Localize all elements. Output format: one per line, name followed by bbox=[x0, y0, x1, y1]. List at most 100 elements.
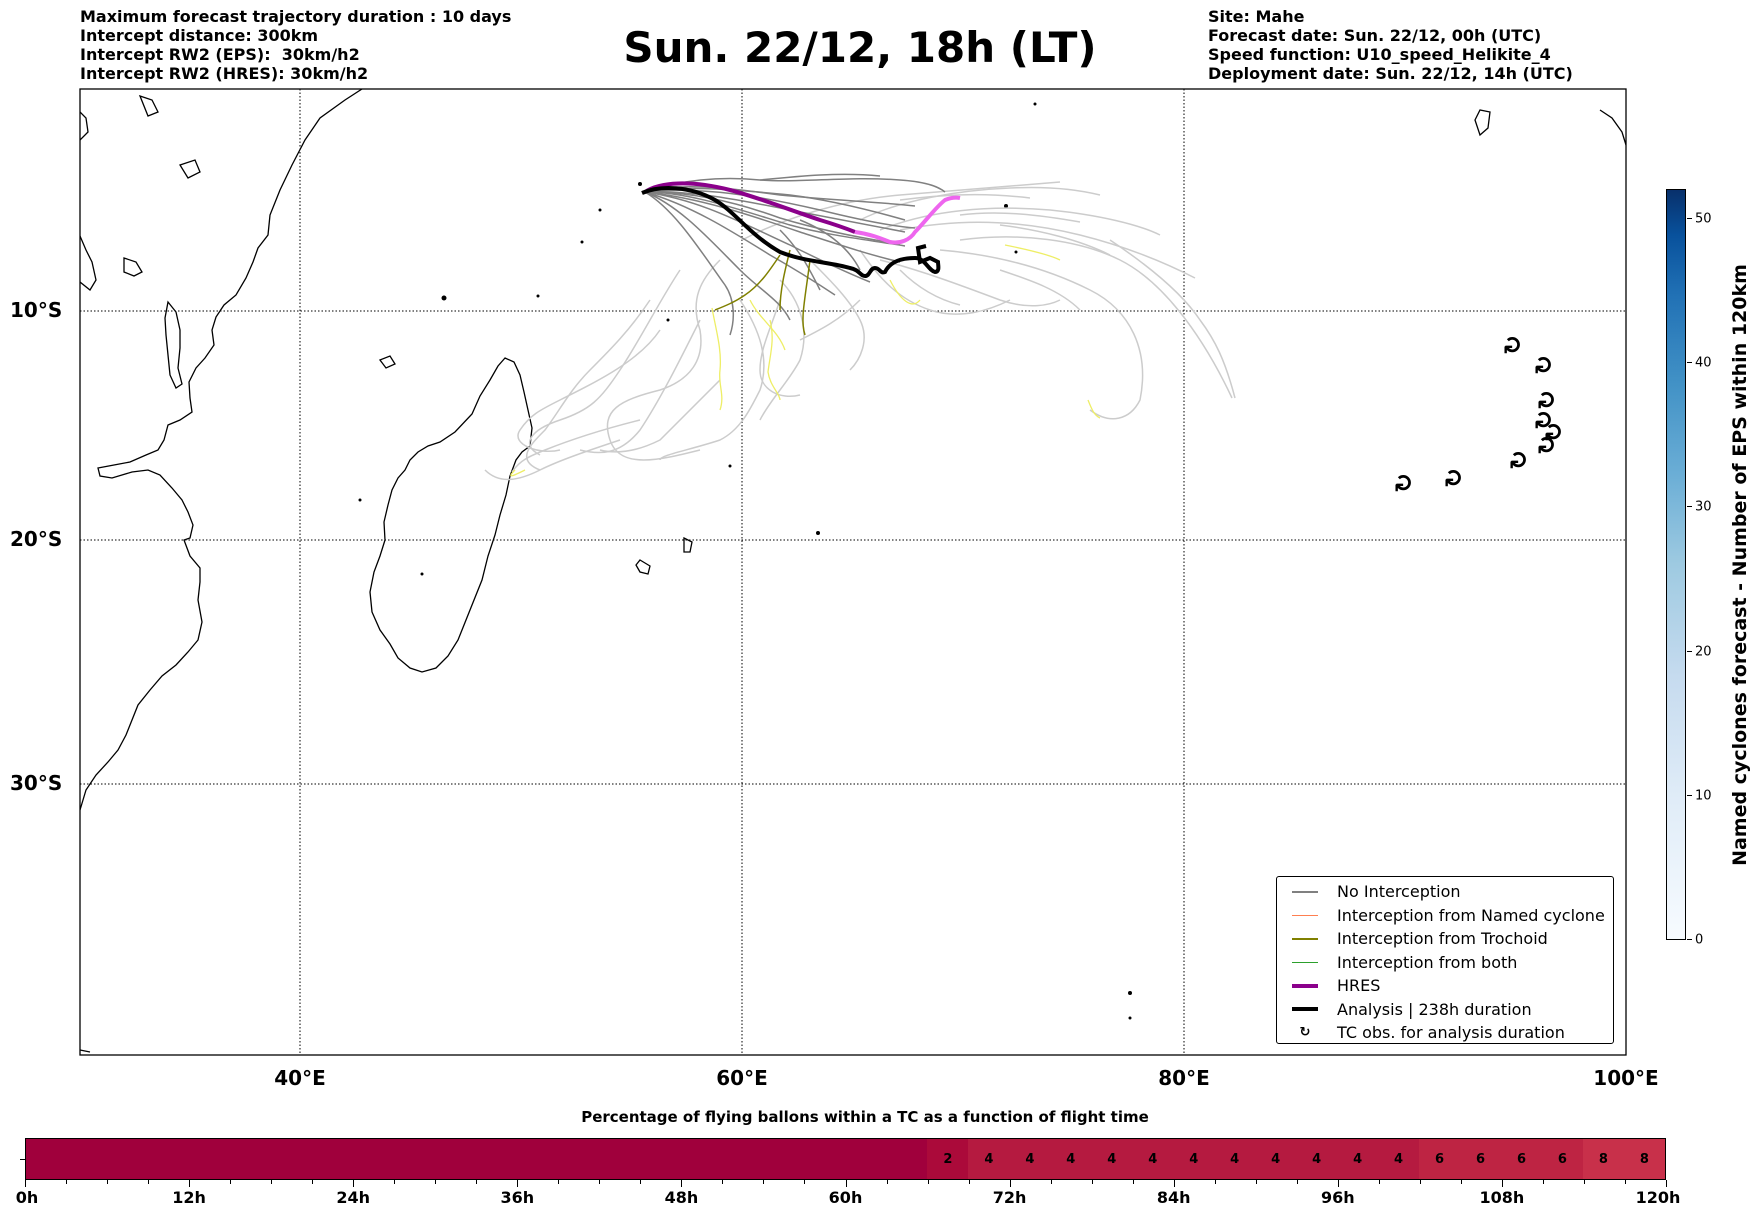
flight-time-tick bbox=[517, 1180, 519, 1187]
flight-time-tick bbox=[1583, 1180, 1585, 1184]
lon-label-40e: 40°E bbox=[274, 1066, 326, 1090]
flight-time-tick bbox=[1296, 1180, 1298, 1184]
typhoon-symbol-icon: ↻ bbox=[1505, 450, 1533, 470]
flight-time-cell: 4 bbox=[1173, 1139, 1215, 1179]
flight-time-tick bbox=[230, 1180, 232, 1184]
island-dots bbox=[358, 102, 1132, 1020]
madagascar-coastline bbox=[369, 357, 533, 673]
flight-time-tick bbox=[681, 1180, 683, 1187]
flight-time-cell: 4 bbox=[968, 1139, 1010, 1179]
flight-time-tick bbox=[1173, 1180, 1175, 1187]
flight-time-tick bbox=[886, 1180, 888, 1184]
flight-time-cell: 4 bbox=[1009, 1139, 1051, 1179]
colorbar-label: Named cyclones forecast - Number of EPS … bbox=[1729, 264, 1751, 866]
flight-time-cell: 4 bbox=[1214, 1139, 1256, 1179]
header-intercept-eps: Intercept RW2 (EPS): 30km/h2 bbox=[80, 45, 360, 64]
colorbar-tick: 10 bbox=[1695, 788, 1712, 804]
header-speed-function: Speed function: U10_speed_Helikite_4 bbox=[1208, 45, 1551, 64]
flight-time-tick-label: 12h bbox=[172, 1188, 206, 1207]
flight-time-cell: 2 bbox=[927, 1139, 969, 1179]
coastlines bbox=[80, 89, 1626, 1053]
flight-time-tick bbox=[1542, 1180, 1544, 1184]
flight-time-tick bbox=[476, 1180, 478, 1184]
flight-time-tick bbox=[1419, 1180, 1421, 1184]
flight-time-tick bbox=[107, 1180, 109, 1184]
flight-time-tick bbox=[558, 1180, 560, 1184]
colorbar-tick: 0 bbox=[1695, 932, 1704, 948]
lat-label-10s: 10°S bbox=[10, 298, 63, 322]
flight-time-cell: 4 bbox=[1378, 1139, 1420, 1179]
typhoon-symbol-icon: ↻ bbox=[1499, 335, 1527, 355]
lon-label-100e: 100°E bbox=[1593, 1066, 1659, 1090]
flight-time-tick bbox=[312, 1180, 314, 1184]
typhoon-symbol-icon: ↻ bbox=[1540, 422, 1568, 442]
flight-time-tick-label: 36h bbox=[500, 1188, 535, 1207]
flight-time-tick bbox=[804, 1180, 806, 1184]
flight-time-cell: 6 bbox=[1460, 1139, 1501, 1179]
flight-time-tick bbox=[927, 1180, 929, 1184]
colorbar-tick: 20 bbox=[1695, 644, 1712, 660]
flight-time-tick bbox=[1460, 1180, 1462, 1184]
flight-time-cell: 4 bbox=[1337, 1139, 1379, 1179]
analysis-trajectory bbox=[641, 186, 941, 279]
header-duration: Maximum forecast trajectory duration : 1… bbox=[80, 7, 512, 26]
flight-time-tick bbox=[1091, 1180, 1093, 1184]
flight-time-tick bbox=[353, 1180, 355, 1187]
flight-time-tick-label: 108h bbox=[1479, 1188, 1525, 1207]
typhoon-symbol-icon: ↻ bbox=[1390, 473, 1418, 493]
header-site: Site: Mahe bbox=[1208, 7, 1305, 26]
typhoon-symbol-icon: ↻ bbox=[1533, 435, 1561, 455]
flight-time-tick bbox=[1624, 1180, 1626, 1184]
flight-time-cell: 6 bbox=[1419, 1139, 1461, 1179]
flight-time-cell: 4 bbox=[1132, 1139, 1174, 1179]
lon-label-60e: 60°E bbox=[716, 1066, 768, 1090]
flight-time-cell: 6 bbox=[1541, 1139, 1583, 1179]
flight-time-tick bbox=[1255, 1180, 1257, 1184]
faded-trajectories bbox=[484, 181, 1236, 481]
flight-time-tick bbox=[1501, 1180, 1503, 1187]
header-intercept-distance: Intercept distance: 300km bbox=[80, 26, 319, 45]
flight-time-tick bbox=[1666, 1180, 1667, 1187]
lat-label-30s: 30°S bbox=[10, 771, 63, 795]
typhoon-symbol-icon: ↻ bbox=[1530, 355, 1558, 375]
flight-time-tick bbox=[763, 1180, 765, 1184]
page-title: Sun. 22/12, 18h (LT) bbox=[623, 23, 1097, 72]
flight-time-tick bbox=[599, 1180, 601, 1184]
legend-item-analysis: Analysis | 238h duration bbox=[1277, 998, 1613, 1022]
flight-time-tick bbox=[640, 1180, 642, 1184]
flight-time-tick-label: 72h bbox=[992, 1188, 1027, 1207]
legend-item-trochoid: Interception from Trochoid bbox=[1277, 927, 1613, 951]
flight-time-tick bbox=[968, 1180, 970, 1184]
typhoon-symbol-icon: ↻ bbox=[1299, 1025, 1311, 1041]
flight-time-tick bbox=[1214, 1180, 1216, 1184]
hres-trajectory bbox=[643, 181, 856, 234]
header-intercept-hres: Intercept RW2 (HRES): 30km/h2 bbox=[80, 64, 369, 83]
flight-time-cell bbox=[26, 1139, 928, 1179]
hres-trajectory-late bbox=[854, 195, 961, 245]
flight-time-cell: 8 bbox=[1623, 1139, 1665, 1179]
flight-time-tick bbox=[189, 1180, 191, 1187]
header-info-left: Maximum forecast trajectory duration : 1… bbox=[80, 7, 511, 83]
colorbar-tick: 30 bbox=[1695, 499, 1712, 515]
africa-coastline bbox=[80, 89, 363, 811]
flight-time-tick bbox=[66, 1180, 68, 1184]
bottom-bar-title: Percentage of flying ballons within a TC… bbox=[581, 1108, 1149, 1126]
flight-time-tick bbox=[1009, 1180, 1011, 1187]
flight-time-tick bbox=[148, 1180, 150, 1184]
flight-time-tick bbox=[1378, 1180, 1380, 1184]
flight-time-tick-label: 0h bbox=[15, 1188, 39, 1207]
legend-item-tc-obs: ↻ TC obs. for analysis duration bbox=[1299, 1023, 1565, 1043]
legend-item-named-cyclone: Interception from Named cyclone bbox=[1277, 904, 1613, 928]
flight-time-cell: 8 bbox=[1582, 1139, 1624, 1179]
flight-time-tick bbox=[394, 1180, 396, 1184]
flight-time-tick-label: 84h bbox=[1156, 1188, 1191, 1207]
flight-time-cell: 4 bbox=[1091, 1139, 1133, 1179]
map-frame bbox=[79, 88, 1627, 1056]
flight-time-tick bbox=[25, 1180, 26, 1187]
flight-time-tick-label: 48h bbox=[664, 1188, 699, 1207]
flight-time-cell: 4 bbox=[1050, 1139, 1092, 1179]
flight-time-tick bbox=[845, 1180, 847, 1187]
flight-time-tick bbox=[1050, 1180, 1052, 1184]
